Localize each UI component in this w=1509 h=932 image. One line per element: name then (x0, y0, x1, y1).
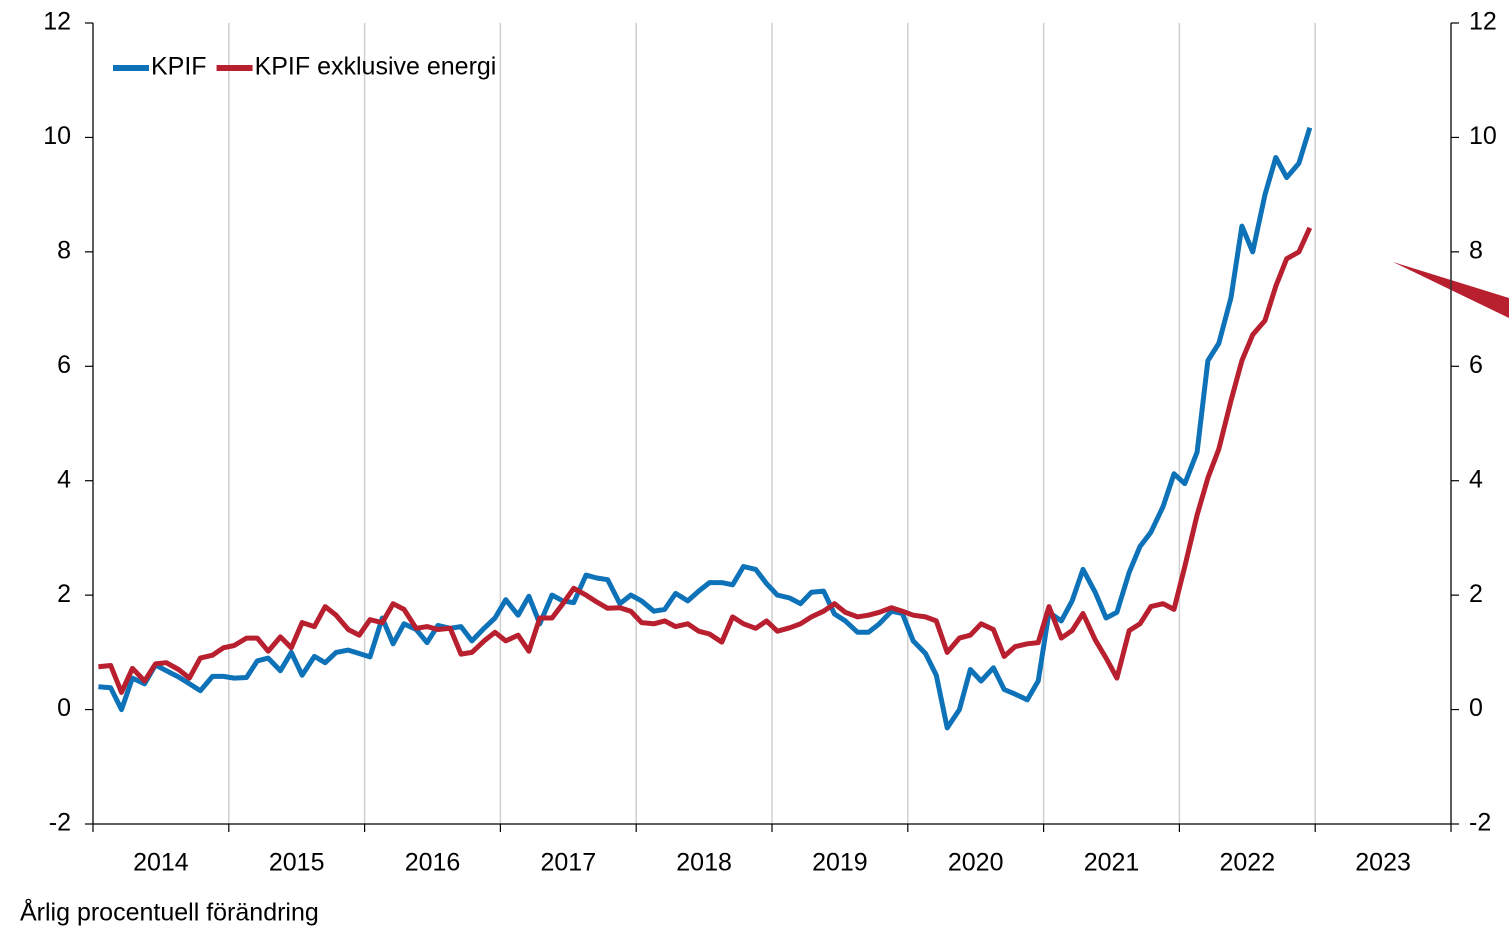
y-tick-label: 0 (57, 694, 71, 722)
x-tick-label: 2017 (540, 849, 596, 877)
y2-tick-label: -2 (1469, 809, 1491, 837)
y-tick-label: 10 (43, 122, 71, 150)
x-tick-label: 2018 (676, 849, 732, 877)
y-tick-label: 12 (43, 8, 71, 36)
x-tick-label: 2015 (269, 849, 325, 877)
y-axis-label: Årlig procentuell förändring (20, 897, 319, 927)
x-tick-label: 2022 (1219, 849, 1275, 877)
legend-label: KPIF (151, 53, 207, 81)
y2-tick-label: 0 (1469, 694, 1483, 722)
y-tick-label: 4 (57, 465, 71, 493)
x-tick-label: 2023 (1355, 849, 1411, 877)
x-tick-label: 2014 (133, 849, 189, 877)
x-tick-label: 2019 (812, 849, 868, 877)
x-tick-label: 2020 (948, 849, 1004, 877)
y-tick-label: -2 (49, 809, 71, 837)
x-tick-label: 2021 (1084, 849, 1140, 877)
legend-label: KPIF exklusive energi (255, 53, 497, 81)
y2-tick-label: 8 (1469, 236, 1483, 264)
series-line (98, 126, 1313, 731)
y-tick-label: 2 (57, 580, 71, 608)
x-tick-label: 2016 (405, 849, 461, 877)
y2-tick-label: 12 (1469, 8, 1497, 36)
series-line (98, 226, 1313, 695)
y2-tick-label: 10 (1469, 122, 1497, 150)
y2-tick-label: 2 (1469, 580, 1483, 608)
y2-tick-label: 4 (1469, 465, 1483, 493)
y-tick-label: 6 (57, 351, 71, 379)
y2-tick-label: 6 (1469, 351, 1483, 379)
y-tick-label: 8 (57, 236, 71, 264)
